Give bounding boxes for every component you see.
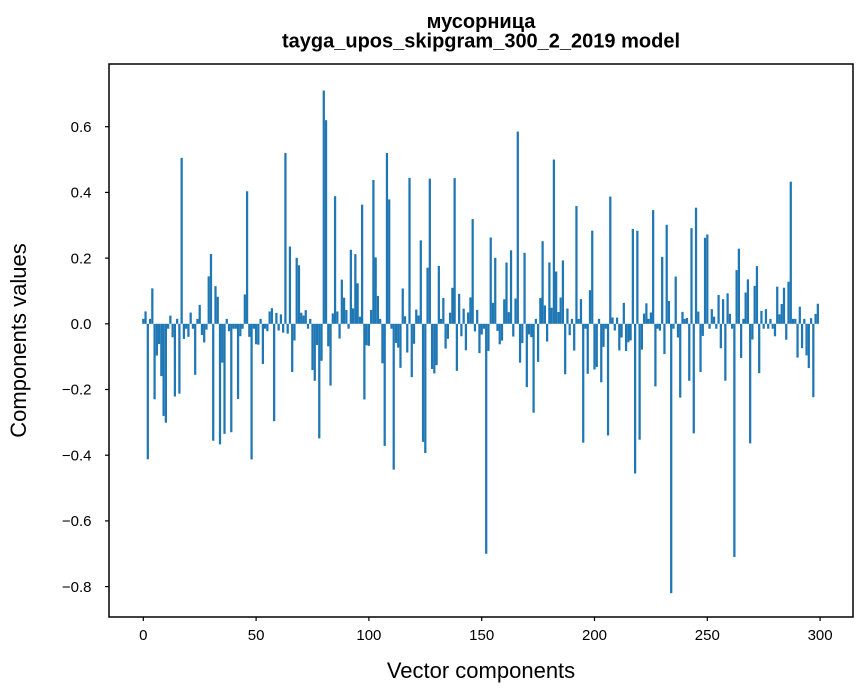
svg-text:100: 100	[356, 627, 381, 644]
svg-text:−0.2: −0.2	[62, 382, 92, 399]
svg-text:tayga_upos_skipgram_300_2_2019: tayga_upos_skipgram_300_2_2019 model	[282, 31, 680, 53]
svg-text:50: 50	[248, 627, 265, 644]
svg-text:200: 200	[582, 627, 607, 644]
svg-text:150: 150	[469, 627, 494, 644]
svg-text:0: 0	[139, 627, 147, 644]
svg-text:Components values: Components values	[6, 243, 31, 437]
svg-text:0.6: 0.6	[71, 119, 92, 136]
svg-text:250: 250	[695, 627, 720, 644]
svg-text:0.4: 0.4	[71, 185, 92, 202]
svg-text:Vector components: Vector components	[387, 658, 575, 683]
svg-text:0.2: 0.2	[71, 250, 92, 267]
svg-text:−0.8: −0.8	[62, 579, 92, 596]
svg-text:−0.6: −0.6	[62, 513, 92, 530]
svg-text:−0.4: −0.4	[62, 447, 92, 464]
svg-text:300: 300	[808, 627, 833, 644]
svg-text:0.0: 0.0	[71, 316, 92, 333]
